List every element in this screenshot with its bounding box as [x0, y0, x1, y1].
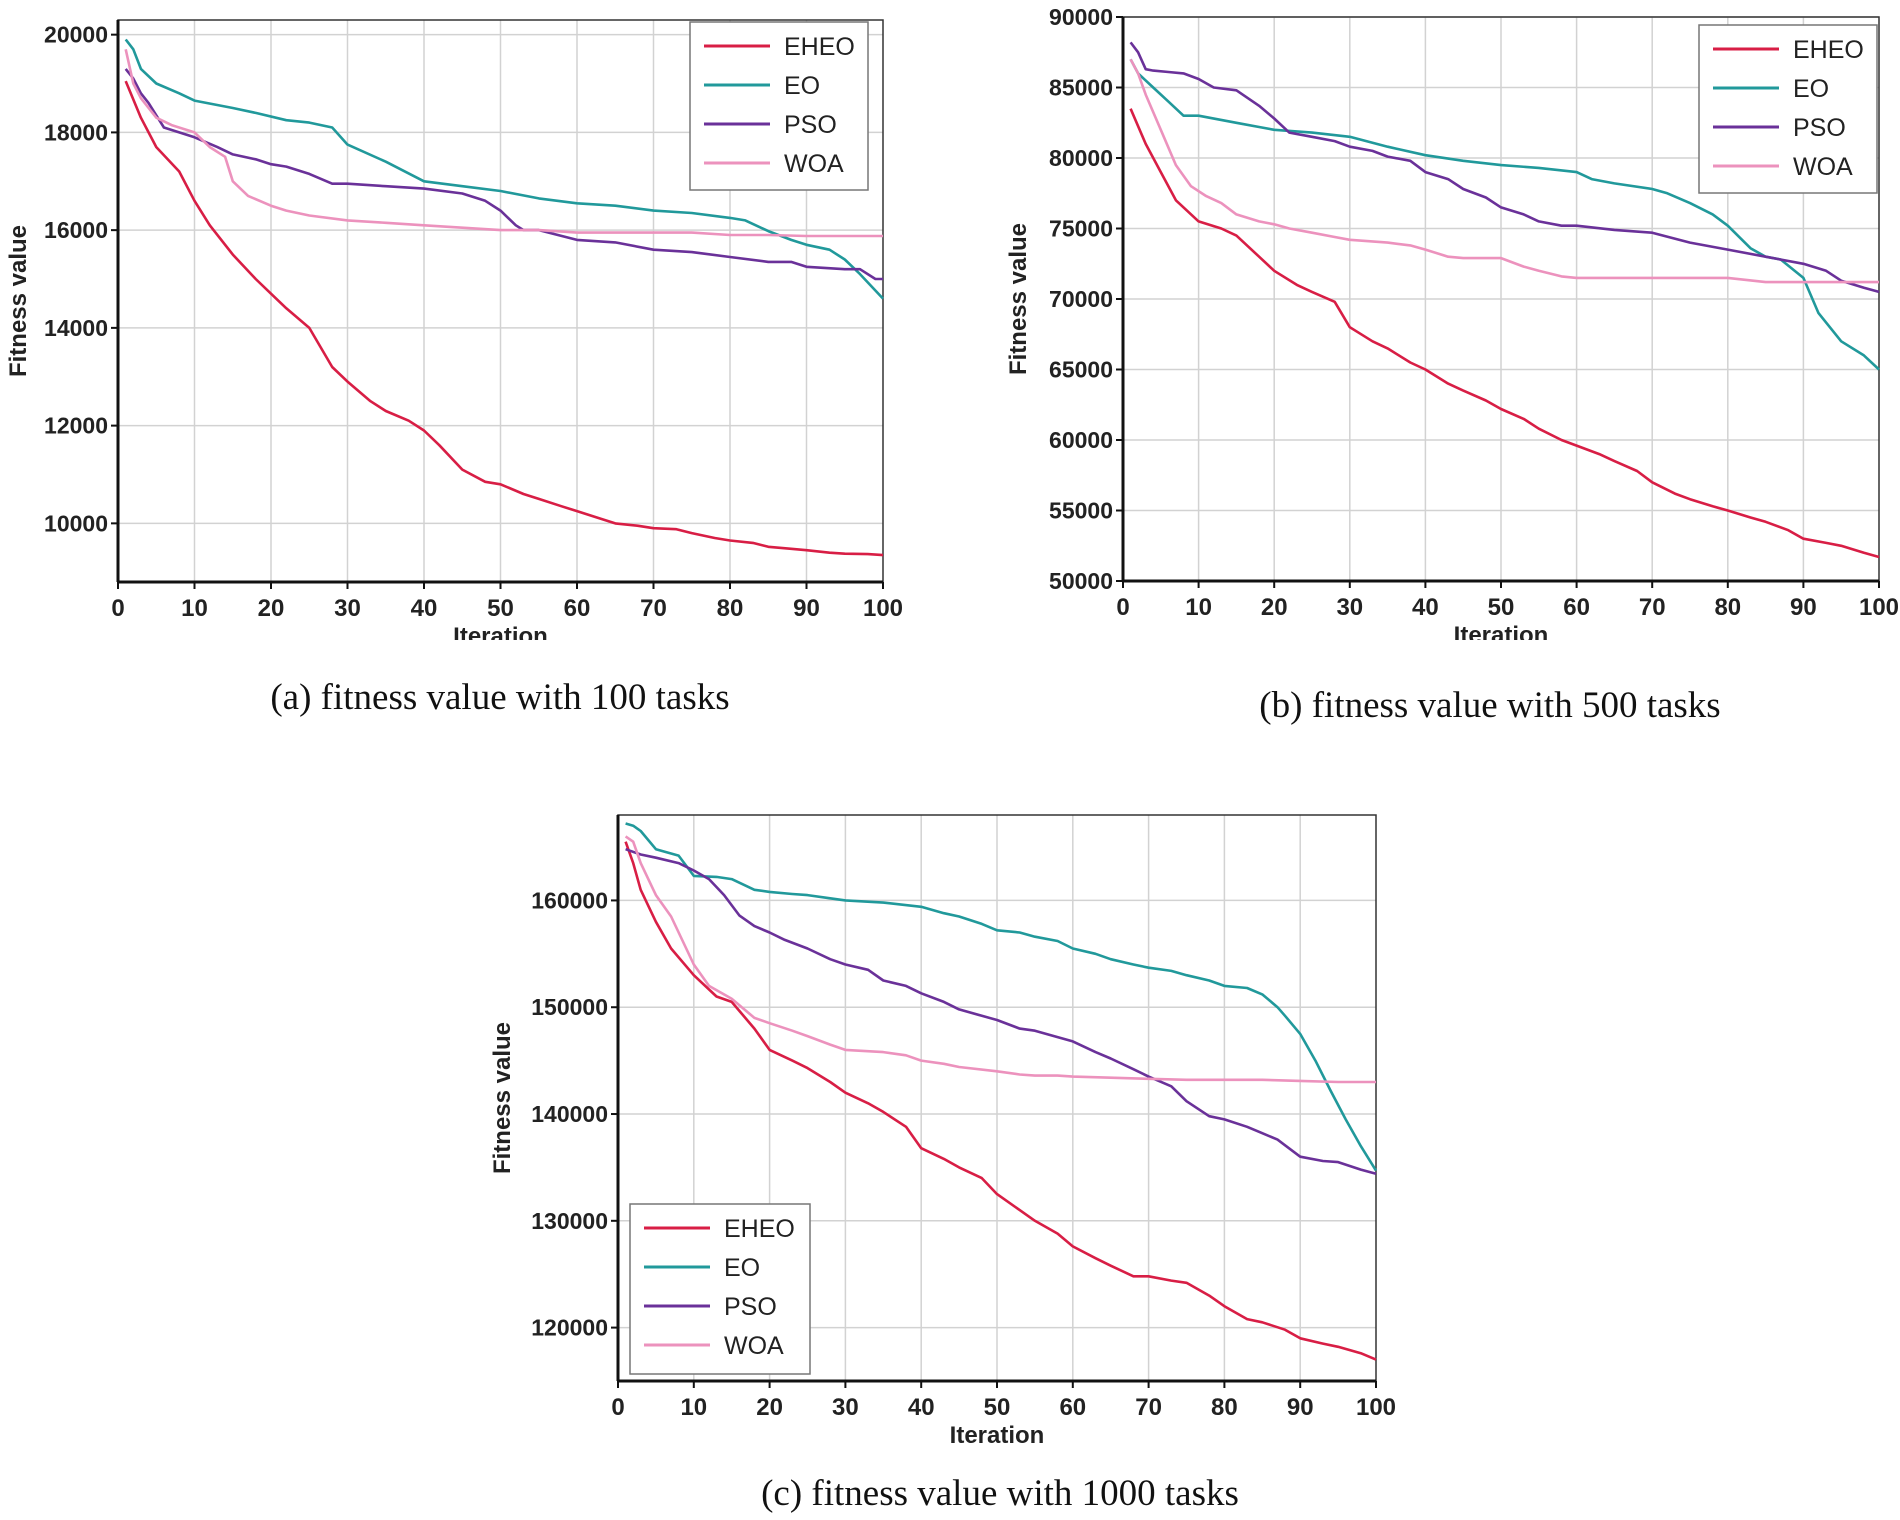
legend-label-pso: PSO: [1793, 114, 1846, 142]
x-tick-label: 70: [1135, 1394, 1162, 1421]
series-line-pso-b: [1129, 41, 1880, 294]
x-tick-label: 30: [1336, 594, 1363, 621]
x-tick-label: 10: [1185, 594, 1212, 621]
x-tick-label: 100: [1859, 594, 1899, 621]
caption-b: (b) fitness value with 500 tasks: [1259, 685, 1721, 726]
chart-a-svg: 0 10 20 30 40 50 60 70 80 90 100 10000 12000 14000 160…: [5, 19, 903, 650]
y-tick-label: 120000: [531, 1315, 608, 1341]
x-axis-label-b: Iteration: [1454, 622, 1549, 640]
chart-panel-a: 0 10 20 30 40 50 60 70 80 90 100 10000 12000 14000 160…: [0, 0, 940, 650]
x-tick-label: 10: [680, 1394, 707, 1421]
legend-label-woa: WOA: [784, 150, 844, 178]
x-tick-label: 50: [1488, 594, 1515, 621]
caption-c: (c) fitness value with 1000 tasks: [761, 1473, 1239, 1514]
x-tick-label: 100: [863, 595, 903, 622]
legend-label-eheo: EHEO: [784, 33, 855, 61]
y-tick-label: 150000: [531, 994, 608, 1020]
y-axis-label-a: Fitness value: [5, 225, 32, 377]
y-tick-label: 85000: [1049, 75, 1113, 101]
x-tick-label: 20: [756, 1394, 783, 1421]
y-axis-label-b: Fitness value: [1005, 223, 1032, 375]
x-tick-label: 80: [1714, 594, 1741, 621]
x-tick-label: 70: [1639, 594, 1666, 621]
y-tick-label: 75000: [1049, 216, 1113, 242]
x-tick-label: 40: [411, 595, 438, 622]
x-tick-label: 100: [1356, 1394, 1396, 1421]
y-tick-label: 12000: [44, 413, 108, 439]
y-tick-label: 140000: [531, 1101, 608, 1127]
x-tick-label: 90: [1790, 594, 1817, 621]
series-line-woa-c: [624, 835, 1376, 1084]
legend-label-eheo: EHEO: [1793, 36, 1864, 64]
chart-panel-c: 0 10 20 30 40 50 60 70 80 90 100 120000 130000 140000…: [480, 790, 1420, 1450]
x-tick-label: 20: [258, 595, 285, 622]
y-tick-label: 50000: [1049, 568, 1113, 594]
legend-a: EHEO EO PSO WOA: [689, 21, 869, 191]
legend-c: EHEO EO PSO WOA: [629, 1203, 811, 1375]
legend-label-woa: WOA: [1793, 153, 1853, 181]
x-tick-label: 0: [611, 1394, 624, 1421]
y-tick-label: 90000: [1049, 4, 1113, 30]
series-line-eo-a: [124, 38, 884, 300]
series-line-eheo-a: [124, 80, 884, 557]
x-tick-label: 30: [334, 595, 361, 622]
series-line-woa-a: [124, 49, 883, 238]
series-line-pso-a: [124, 68, 883, 281]
y-tick-label: 14000: [44, 315, 108, 341]
chart-b-svg: 0 10 20 30 40 50 60 70 80 90 100 50000 55000 60000 650…: [1005, 4, 1899, 649]
x-tick-label: 90: [793, 595, 820, 622]
x-tick-label: 50: [487, 595, 514, 622]
series-line-eo-c: [625, 822, 1378, 1172]
caption-a: (a) fitness value with 100 tasks: [270, 677, 730, 718]
x-tick-label: 0: [1116, 594, 1129, 621]
y-tick-label: 10000: [44, 510, 108, 536]
y-tick-label: 65000: [1049, 357, 1113, 383]
chart-panel-b: 0 10 20 30 40 50 60 70 80 90 100 50000 55000 60000 650…: [990, 0, 1900, 649]
legend-label-eheo: EHEO: [724, 1215, 795, 1243]
y-tick-label: 55000: [1049, 498, 1113, 524]
x-tick-label: 60: [564, 595, 591, 622]
x-tick-label: 10: [181, 595, 208, 622]
legend-label-eo: EO: [724, 1254, 760, 1282]
chart-c-svg: 0 10 20 30 40 50 60 70 80 90 100 120000 130000 140000…: [489, 814, 1396, 1449]
legend-label-pso: PSO: [724, 1293, 777, 1321]
x-tick-label: 70: [640, 595, 667, 622]
x-tick-label: 60: [1059, 1394, 1086, 1421]
x-tick-label: 80: [717, 595, 744, 622]
y-tick-label: 160000: [531, 887, 608, 913]
x-tick-label: 40: [908, 1394, 935, 1421]
legend-label-pso: PSO: [784, 111, 837, 139]
legend-label-woa: WOA: [724, 1332, 784, 1360]
x-tick-label: 80: [1211, 1394, 1238, 1421]
legend-label-eo: EO: [784, 72, 820, 100]
y-axis-label-c: Fitness value: [489, 1022, 516, 1174]
y-tick-label: 20000: [44, 22, 108, 48]
y-tick-label: 70000: [1049, 286, 1113, 312]
y-tick-label: 60000: [1049, 427, 1113, 453]
x-tick-label: 90: [1287, 1394, 1314, 1421]
series-line-woa-b: [1129, 58, 1879, 284]
x-tick-label: 60: [1563, 594, 1590, 621]
legend-label-eo: EO: [1793, 75, 1829, 103]
y-tick-label: 80000: [1049, 145, 1113, 171]
x-tick-label: 20: [1261, 594, 1288, 621]
x-tick-label: 0: [111, 595, 124, 622]
x-axis-label-a: Iteration: [453, 623, 548, 640]
y-tick-label: 18000: [44, 119, 108, 145]
series-line-eheo-c: [624, 841, 1377, 1361]
x-axis-label-c: Iteration: [950, 1422, 1045, 1449]
y-tick-label: 16000: [44, 217, 108, 243]
x-tick-label: 30: [832, 1394, 859, 1421]
x-tick-label: 50: [984, 1394, 1011, 1421]
series-line-eheo-b: [1129, 108, 1880, 559]
series-line-pso-c: [625, 847, 1377, 1176]
y-tick-label: 130000: [531, 1208, 608, 1234]
legend-b: EHEO EO PSO WOA: [1698, 24, 1878, 194]
x-tick-label: 40: [1412, 594, 1439, 621]
